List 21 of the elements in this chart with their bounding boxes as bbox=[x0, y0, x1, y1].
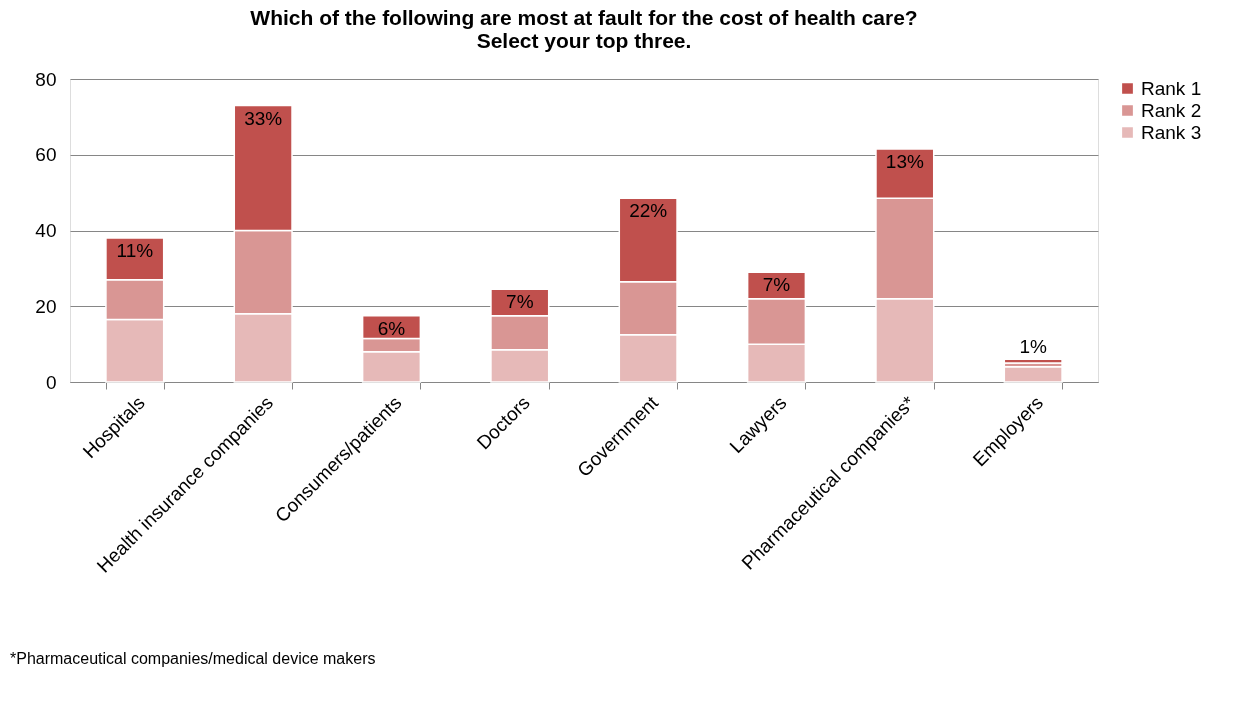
bar bbox=[1003, 366, 1063, 383]
y-tick-label: 0 bbox=[45, 371, 57, 393]
data-label: 7% bbox=[506, 291, 534, 313]
legend-label: Rank 2 bbox=[1141, 99, 1202, 121]
data-label: 7% bbox=[762, 274, 791, 296]
text: Which of the following are most at fault for the cost of health care? bbox=[250, 6, 918, 29]
legend-label: Rank 1 bbox=[1141, 77, 1202, 99]
text: Select your top three. bbox=[476, 29, 692, 52]
data-label: 13% bbox=[885, 151, 924, 173]
data-label: 11% bbox=[116, 240, 154, 262]
y-tick-label: 40 bbox=[35, 220, 57, 241]
y-tick-label: 80 bbox=[35, 68, 57, 90]
y-tick-label: 20 bbox=[35, 295, 57, 317]
legend-label: Rank 3 bbox=[1141, 121, 1202, 143]
data-label: 1% bbox=[1019, 336, 1048, 358]
y-tick-label: 60 bbox=[35, 144, 57, 166]
data-label: 33% bbox=[244, 107, 283, 129]
bar bbox=[1003, 358, 1063, 364]
data-label: 6% bbox=[377, 317, 406, 339]
data-label: 22% bbox=[629, 200, 668, 222]
text: *Pharmaceutical companies/medical device makers bbox=[10, 650, 376, 667]
